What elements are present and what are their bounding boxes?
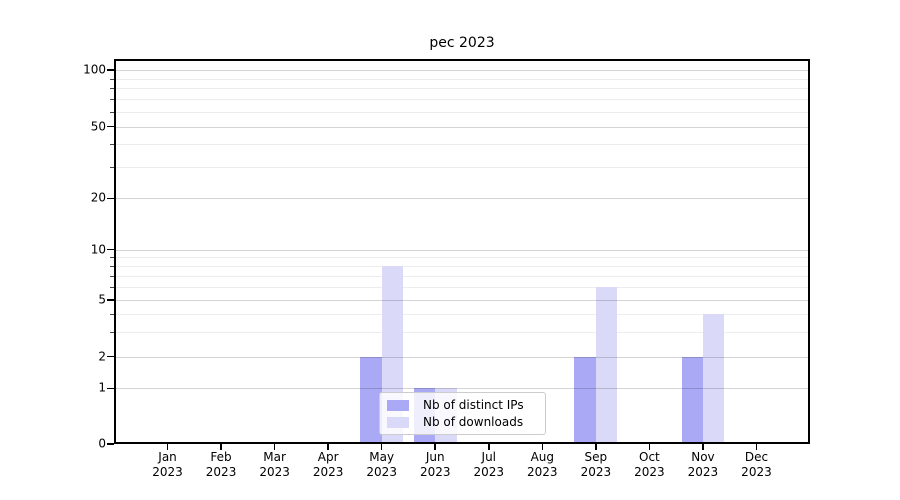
y-axis-minor-tick <box>110 144 114 146</box>
legend-entry: Nb of distinct IPs <box>387 398 538 412</box>
gridline-minor <box>116 265 808 267</box>
gridline-minor <box>116 111 808 113</box>
x-axis-tick <box>434 444 436 450</box>
y-axis-minor-tick <box>110 257 114 259</box>
y-axis-tick <box>107 125 114 128</box>
y-axis-minor-tick <box>110 111 114 113</box>
gridline-minor <box>116 166 808 168</box>
x-axis-tick-label: Jan 2023 <box>152 450 183 479</box>
gridline-minor <box>116 78 808 80</box>
y-axis-minor-tick <box>110 286 114 288</box>
bar-downloads <box>702 313 725 444</box>
y-axis-tick-label: 100 <box>83 62 106 77</box>
x-axis-tick <box>755 444 758 450</box>
bar-distinct-ips <box>574 356 596 444</box>
x-axis-tick-label: Mar 2023 <box>259 450 290 479</box>
y-axis-tick <box>107 248 114 251</box>
x-axis-tick-label: Sep 2023 <box>580 450 612 479</box>
gridline-major <box>116 126 808 128</box>
x-axis-tick-label: Feb 2023 <box>205 450 237 479</box>
gridline-major <box>116 388 808 390</box>
legend-label: Nb of downloads <box>423 415 524 429</box>
x-axis-tick-label: Jun 2023 <box>419 450 451 479</box>
gridline-major <box>116 70 808 71</box>
y-axis-minor-tick <box>110 265 114 267</box>
x-axis-tick <box>541 444 544 450</box>
y-axis-tick-label: 2 <box>98 348 106 363</box>
x-axis-tick-label: Oct 2023 <box>634 450 665 479</box>
x-axis-tick <box>273 444 276 450</box>
legend-entry: Nb of downloads <box>387 415 538 429</box>
gridline-minor <box>116 331 808 333</box>
x-axis-tick-label: Jul 2023 <box>473 450 505 479</box>
chart-title: pec 2023 <box>429 35 495 51</box>
x-axis-tick <box>380 444 383 450</box>
x-axis-tick-label: Apr 2023 <box>312 450 344 479</box>
y-axis-minor-tick <box>110 331 114 333</box>
x-axis-tick <box>488 444 490 450</box>
y-axis-tick <box>107 443 114 445</box>
gridline-major <box>116 300 808 301</box>
y-axis-tick-label: 5 <box>98 292 106 307</box>
x-axis-tick <box>327 444 329 450</box>
y-axis-minor-tick <box>110 78 114 80</box>
gridline-minor <box>116 99 808 101</box>
legend-swatch-icon <box>387 416 409 428</box>
y-axis-tick-label: 50 <box>90 118 106 133</box>
y-axis-tick <box>107 387 114 390</box>
bar-downloads <box>595 286 618 444</box>
x-axis-tick <box>166 444 169 450</box>
gridline-major <box>116 198 808 200</box>
x-axis-tick-label: Nov 2023 <box>687 450 719 479</box>
gridline-major <box>116 356 808 358</box>
legend-swatch-icon <box>387 399 409 411</box>
x-axis-tick <box>702 444 704 450</box>
y-axis-minor-tick <box>110 99 114 101</box>
gridline-minor <box>116 275 808 277</box>
x-axis-tick-label: May 2023 <box>366 450 397 479</box>
legend-label: Nb of distinct IPs <box>423 398 524 412</box>
gridline-major <box>116 249 808 251</box>
x-axis-tick <box>648 444 651 450</box>
x-axis-tick <box>220 444 222 450</box>
bar-distinct-ips <box>681 356 703 444</box>
y-axis-minor-tick <box>110 88 114 90</box>
gridline-minor <box>116 286 808 288</box>
y-axis-tick-label: 1 <box>98 380 106 395</box>
y-axis-minor-tick <box>110 275 114 277</box>
y-axis-tick-label: 20 <box>90 190 106 205</box>
gridline-minor <box>116 144 808 146</box>
y-axis-tick-label: 10 <box>90 241 106 256</box>
x-axis-tick-label: Dec 2023 <box>741 450 772 479</box>
bar-distinct-ips <box>360 356 382 444</box>
y-axis-minor-tick <box>110 166 114 168</box>
y-axis-minor-tick <box>110 313 114 315</box>
gridline-minor <box>116 313 808 315</box>
x-axis-tick <box>595 444 597 450</box>
x-axis-tick-label: Aug 2023 <box>527 450 558 479</box>
gridline-minor <box>116 257 808 259</box>
y-axis-tick <box>107 69 114 71</box>
y-axis-tick <box>107 197 114 200</box>
y-axis-tick-label: 0 <box>98 436 106 451</box>
gridline-minor <box>116 88 808 90</box>
y-axis-tick <box>107 299 114 301</box>
y-axis-tick <box>107 355 114 358</box>
legend: Nb of distinct IPs Nb of downloads <box>379 392 546 435</box>
